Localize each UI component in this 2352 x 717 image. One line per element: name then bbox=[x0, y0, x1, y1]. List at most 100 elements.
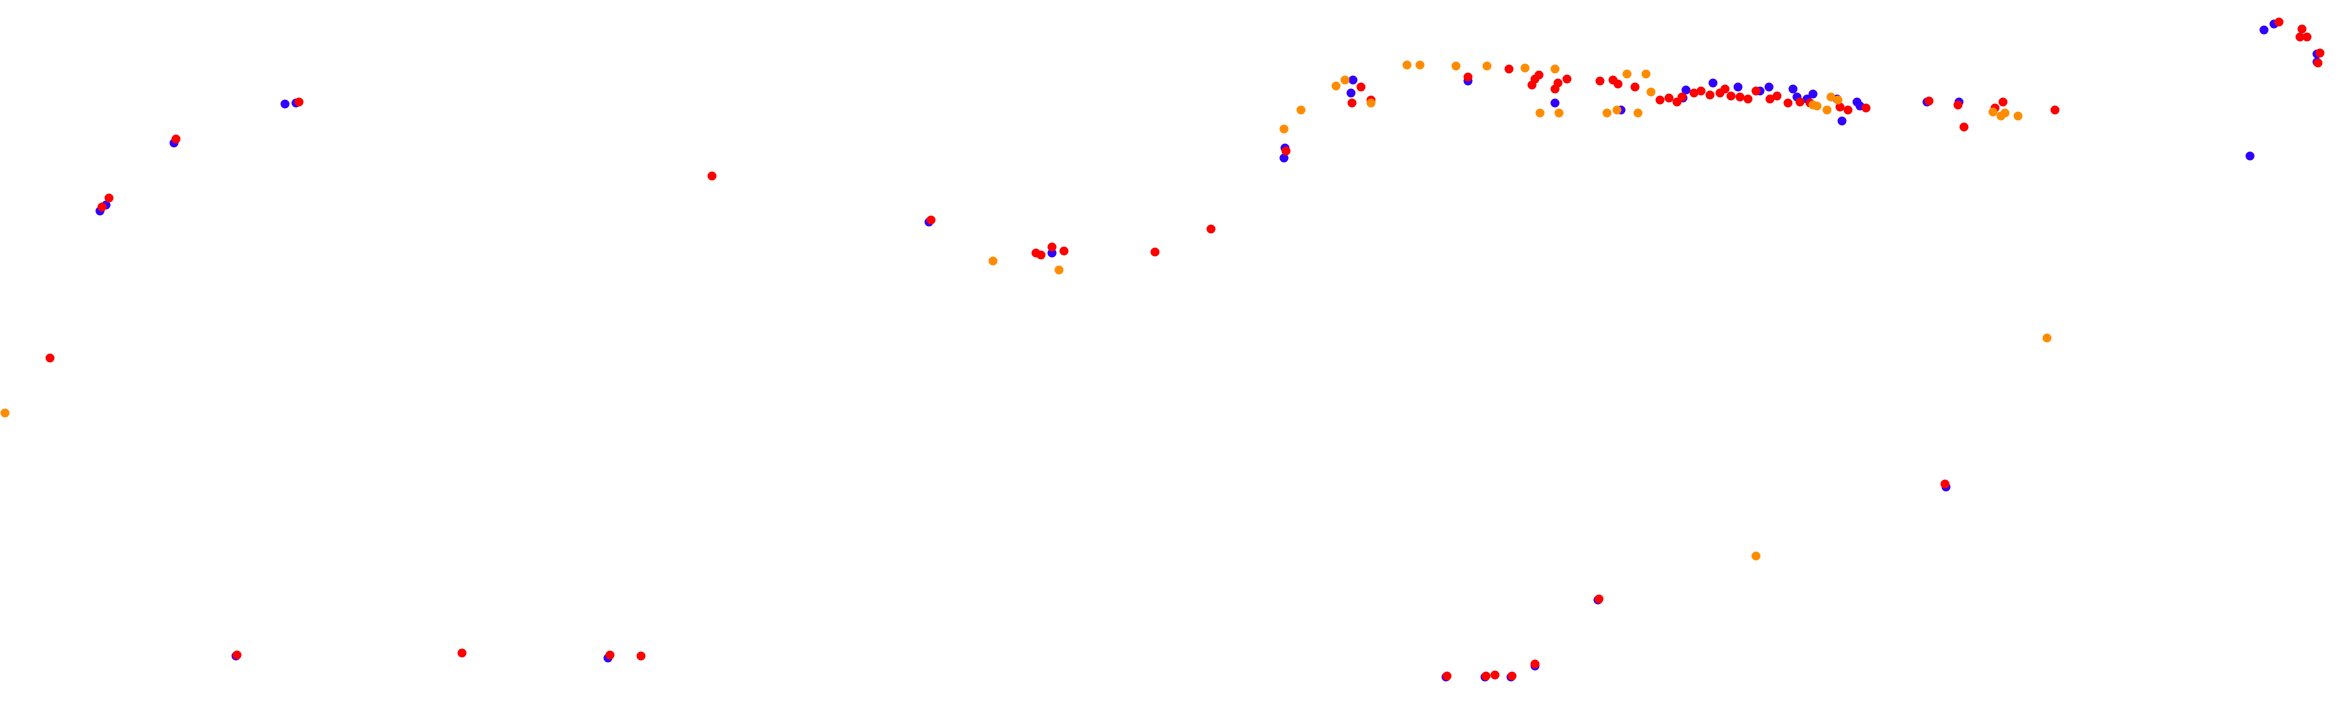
series-2-point-62 bbox=[1924, 96, 1934, 106]
series-1-point-25 bbox=[1708, 78, 1718, 88]
series-3-point-1 bbox=[0, 408, 10, 418]
series-2-point-21 bbox=[1047, 242, 1057, 252]
series-3-point-21 bbox=[1633, 108, 1643, 118]
series-1-point-28 bbox=[1764, 82, 1774, 92]
series-1-point-12 bbox=[280, 99, 290, 109]
series-3-point-26 bbox=[1822, 105, 1832, 115]
series-3-point-28 bbox=[1988, 107, 1998, 117]
series-3-point-4 bbox=[1751, 551, 1761, 561]
series-2-point-52 bbox=[1743, 94, 1753, 104]
series-2-point-41 bbox=[1655, 95, 1665, 105]
series-2-point-2 bbox=[457, 648, 467, 658]
series-2-point-5 bbox=[1442, 671, 1452, 681]
series-3-point-3 bbox=[1054, 265, 1064, 275]
series-2-point-60 bbox=[1843, 105, 1853, 115]
series-2-point-46 bbox=[1696, 86, 1706, 96]
series-1-point-39 bbox=[2245, 151, 2255, 161]
series-2-point-12 bbox=[45, 353, 55, 363]
series-2-point-55 bbox=[1772, 91, 1782, 101]
series-3-point-13 bbox=[1451, 61, 1461, 71]
series-3-point-20 bbox=[1612, 105, 1622, 115]
series-2-point-32 bbox=[1527, 80, 1537, 90]
series-2-point-13 bbox=[97, 202, 107, 212]
series-2-point-1 bbox=[232, 650, 242, 660]
series-2-point-25 bbox=[1281, 146, 1291, 156]
series-3-point-10 bbox=[1366, 98, 1376, 108]
series-3-point-17 bbox=[1554, 108, 1564, 118]
series-2-point-56 bbox=[1783, 98, 1793, 108]
series-2-point-57 bbox=[1795, 97, 1805, 107]
series-2-point-59 bbox=[1835, 102, 1845, 112]
series-layer bbox=[0, 17, 2325, 682]
series-2-point-61 bbox=[1861, 103, 1871, 113]
series-2-point-44 bbox=[1677, 92, 1687, 102]
series-3-point-19 bbox=[1602, 108, 1612, 118]
series-1-point-24 bbox=[1681, 85, 1691, 95]
series-2-point-11 bbox=[1940, 479, 1950, 489]
series-2-point-10 bbox=[1594, 594, 1604, 604]
series-2-point-54 bbox=[1765, 94, 1775, 104]
series-2-point-30 bbox=[1504, 64, 1514, 74]
series-2-point-45 bbox=[1689, 88, 1699, 98]
series-3-point-8 bbox=[1331, 81, 1341, 91]
series-3-point-23 bbox=[1641, 69, 1651, 79]
series-2-point-70 bbox=[2302, 32, 2312, 42]
series-2-point-50 bbox=[1726, 91, 1736, 101]
series-2-point-33 bbox=[1534, 70, 1544, 80]
series-1-point-16 bbox=[1279, 153, 1289, 163]
series-3-point-22 bbox=[1622, 69, 1632, 79]
series-3-point-24 bbox=[1646, 87, 1656, 97]
series-1-point-40 bbox=[2259, 25, 2269, 35]
series-3-point-16 bbox=[1535, 108, 1545, 118]
series-3-point-6 bbox=[1279, 124, 1289, 134]
series-1-point-21 bbox=[1550, 98, 1560, 108]
series-2-point-14 bbox=[104, 193, 114, 203]
series-2-point-69 bbox=[2295, 32, 2305, 42]
series-2-point-72 bbox=[2297, 24, 2307, 34]
series-2-point-22 bbox=[1059, 246, 1069, 256]
series-2-point-29 bbox=[1463, 72, 1473, 82]
series-2-point-36 bbox=[1562, 74, 1572, 84]
series-2-point-39 bbox=[1613, 79, 1623, 89]
series-3-point-15 bbox=[1520, 63, 1530, 73]
series-2-point-67 bbox=[2050, 105, 2060, 115]
series-2-point-4 bbox=[636, 651, 646, 661]
series-1-point-32 bbox=[1808, 89, 1818, 99]
series-2-point-51 bbox=[1735, 92, 1745, 102]
series-2-point-66 bbox=[1998, 97, 2008, 107]
series-2-point-71 bbox=[2315, 48, 2325, 58]
series-2-point-7 bbox=[1490, 670, 1500, 680]
series-3-point-32 bbox=[1808, 100, 1818, 110]
series-3-point-30 bbox=[2013, 111, 2023, 121]
series-3-point-7 bbox=[1296, 105, 1306, 115]
series-2-point-3 bbox=[605, 650, 615, 660]
series-1-point-18 bbox=[1346, 88, 1356, 98]
series-2-point-16 bbox=[294, 97, 304, 107]
series-2-point-63 bbox=[1953, 100, 1963, 110]
series-2-point-20 bbox=[1036, 250, 1046, 260]
series-3-point-27 bbox=[1833, 95, 1843, 105]
series-2-point-47 bbox=[1705, 90, 1715, 100]
series-1-point-29 bbox=[1788, 84, 1798, 94]
series-3-point-14 bbox=[1482, 61, 1492, 71]
series-2-point-24 bbox=[1206, 224, 1216, 234]
series-3-point-11 bbox=[1402, 60, 1412, 70]
series-2-point-17 bbox=[707, 171, 717, 181]
series-1-point-33 bbox=[1837, 116, 1847, 126]
series-2-point-68 bbox=[2274, 17, 2284, 27]
series-2-point-15 bbox=[171, 134, 181, 144]
series-2-point-26 bbox=[1347, 98, 1357, 108]
series-3-point-12 bbox=[1415, 60, 1425, 70]
series-2-point-40 bbox=[1630, 82, 1640, 92]
series-3 bbox=[0, 60, 2052, 561]
series-2-point-64 bbox=[1959, 122, 1969, 132]
series-2-point-73 bbox=[2313, 58, 2323, 68]
series-2-point-9 bbox=[1530, 659, 1540, 669]
series-2-point-53 bbox=[1751, 86, 1761, 96]
series-3-point-2 bbox=[988, 256, 998, 266]
series-2-point-42 bbox=[1664, 93, 1674, 103]
series-3-point-18 bbox=[1550, 64, 1560, 74]
